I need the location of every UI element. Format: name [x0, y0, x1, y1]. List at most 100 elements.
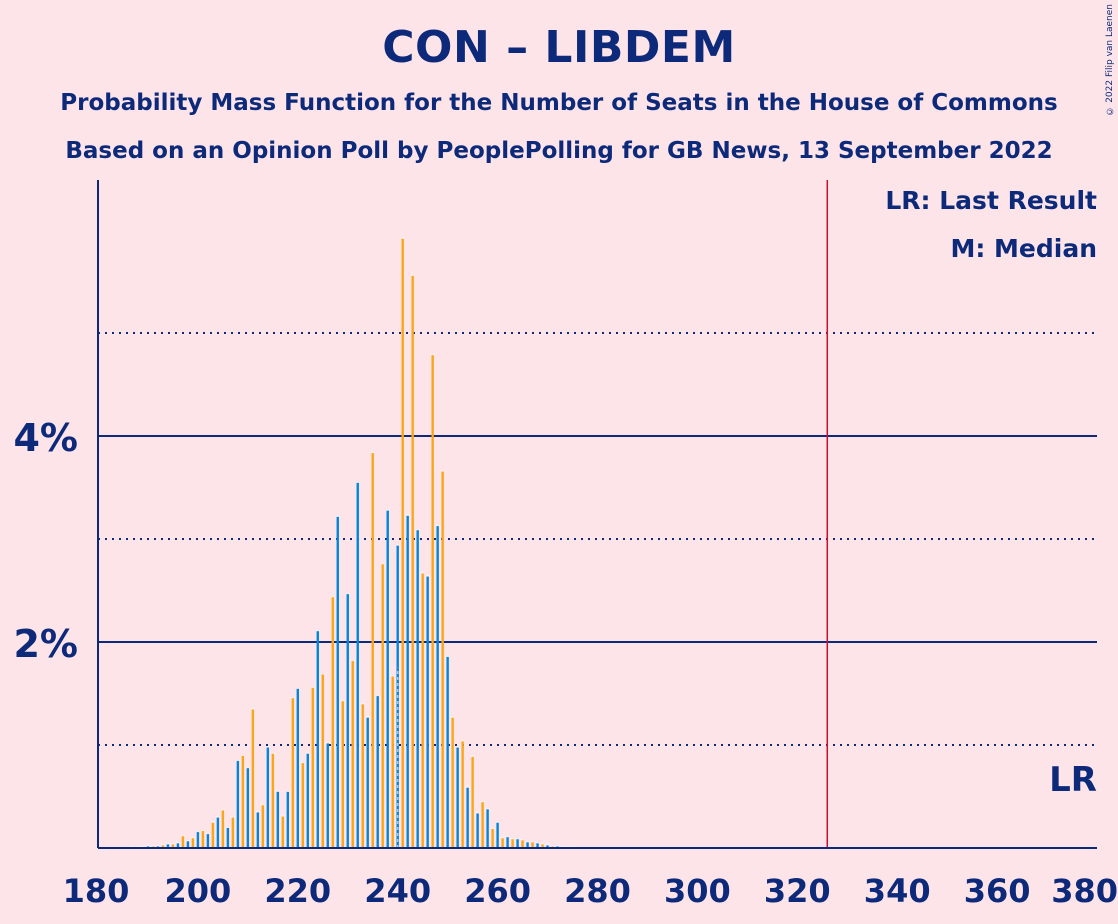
seat-bar [461, 740, 464, 848]
seat-bar-cap [450, 716, 455, 718]
seat-bar-cap [276, 790, 280, 792]
seat-bar-cap [131, 846, 135, 848]
seat-bar [416, 529, 419, 848]
seat-bar [291, 697, 295, 848]
seat-bar [221, 809, 225, 848]
seat-bar-cap [315, 630, 320, 632]
last-result-marker-label: LR [1049, 760, 1097, 800]
seat-bar [476, 812, 479, 848]
seat-bar [286, 791, 290, 848]
legend-last-result: LR: Last Result [885, 186, 1097, 215]
x-tick-label: 220 [264, 872, 331, 910]
seat-bar [431, 354, 434, 848]
seat-bar [491, 828, 494, 848]
seat-bar-cap [300, 761, 305, 764]
seat-bar-cap [320, 673, 325, 675]
seat-bar [341, 700, 344, 848]
seat-bar [266, 747, 270, 848]
seat-bar [506, 836, 509, 848]
seat-bar [346, 593, 349, 848]
seat-bar [181, 835, 185, 848]
seat-bar-cap [360, 703, 365, 705]
seat-bar [256, 811, 260, 848]
chart-subtitle-1: Probability Mass Function for the Number… [60, 90, 1058, 116]
x-tick-label: 200 [165, 872, 232, 910]
seat-bar-cap [201, 829, 205, 832]
seat-bar-cap [171, 843, 175, 845]
seat-bar-cap [485, 808, 490, 810]
seat-bar-cap [395, 544, 400, 546]
seat-bar [426, 576, 429, 848]
x-tick-label: 240 [364, 872, 431, 910]
seat-bar [186, 840, 190, 848]
seat-bar [316, 630, 319, 848]
seat-bar-cap [530, 841, 535, 843]
seat-bar [386, 510, 389, 848]
seat-bar-cap [236, 759, 240, 762]
seat-bar [206, 833, 210, 848]
seat-bar [546, 844, 549, 848]
seat-bar [411, 275, 414, 848]
seat-bar-cap [390, 675, 395, 677]
seat-bar [391, 675, 394, 848]
seat-bar [361, 703, 364, 848]
tick-labels: 180 200 220 240 260 280 300 320 340 360 380 2% 4% [13, 416, 1118, 910]
seat-bar-cap [325, 742, 330, 744]
axes [97, 180, 1097, 849]
seat-bar [246, 767, 250, 848]
seat-bar [441, 471, 444, 848]
seat-bar [556, 845, 559, 848]
seat-bar-cap [231, 816, 235, 818]
seat-bar [326, 742, 329, 848]
seat-bar-cap [370, 451, 375, 454]
seat-bar-cap [510, 838, 515, 840]
seat-bar [271, 753, 275, 848]
seat-bar [446, 656, 449, 848]
seat-bar [201, 830, 205, 848]
seat-bar [516, 838, 519, 848]
seat-bar-cap [340, 700, 345, 702]
seat-bar-cap [226, 826, 230, 828]
seat-bar-cap [216, 816, 220, 818]
seat-bar-cap [500, 837, 505, 839]
gridlines [98, 332, 1097, 746]
seat-bar [371, 452, 374, 848]
seat-bar-cap [410, 274, 415, 276]
seat-bar-cap [415, 529, 420, 531]
legend-median: M: Median [950, 234, 1097, 263]
seat-bar-cap [535, 842, 540, 844]
seat-bar [311, 687, 314, 848]
seat-bar-cap [505, 836, 510, 838]
seat-bar-cap [435, 525, 440, 527]
bar-series [131, 180, 829, 849]
seat-bar-cap [256, 811, 260, 813]
seat-bar-cap [520, 839, 525, 841]
seat-bar-cap [425, 575, 430, 577]
seat-bar [401, 238, 404, 849]
seat-bar [166, 843, 170, 848]
seat-bar-cap [570, 846, 575, 848]
seat-bar [276, 791, 280, 848]
seat-bar-cap [181, 835, 185, 837]
seat-bar-cap [405, 514, 410, 516]
seat-bar-cap [565, 846, 570, 848]
seat-bar [171, 843, 175, 848]
seat-bar [231, 817, 235, 848]
seat-bar-cap [495, 821, 500, 823]
x-tick-label: 380 [1051, 872, 1118, 910]
seat-bar [511, 838, 514, 848]
seat-bar [381, 563, 384, 848]
seat-bar-cap [286, 790, 290, 792]
seat-bar [146, 845, 150, 848]
seat-bar-cap [241, 754, 245, 756]
seat-bar [551, 845, 554, 848]
seat-bar-cap [515, 838, 520, 840]
seat-bar-cap [161, 844, 165, 846]
seat-bar-cap [186, 840, 190, 842]
seat-bar [161, 844, 165, 848]
seat-bar-cap [555, 845, 560, 847]
seat-bar-cap [480, 801, 485, 803]
seat-bar [261, 804, 265, 848]
seat-bar [296, 688, 299, 848]
